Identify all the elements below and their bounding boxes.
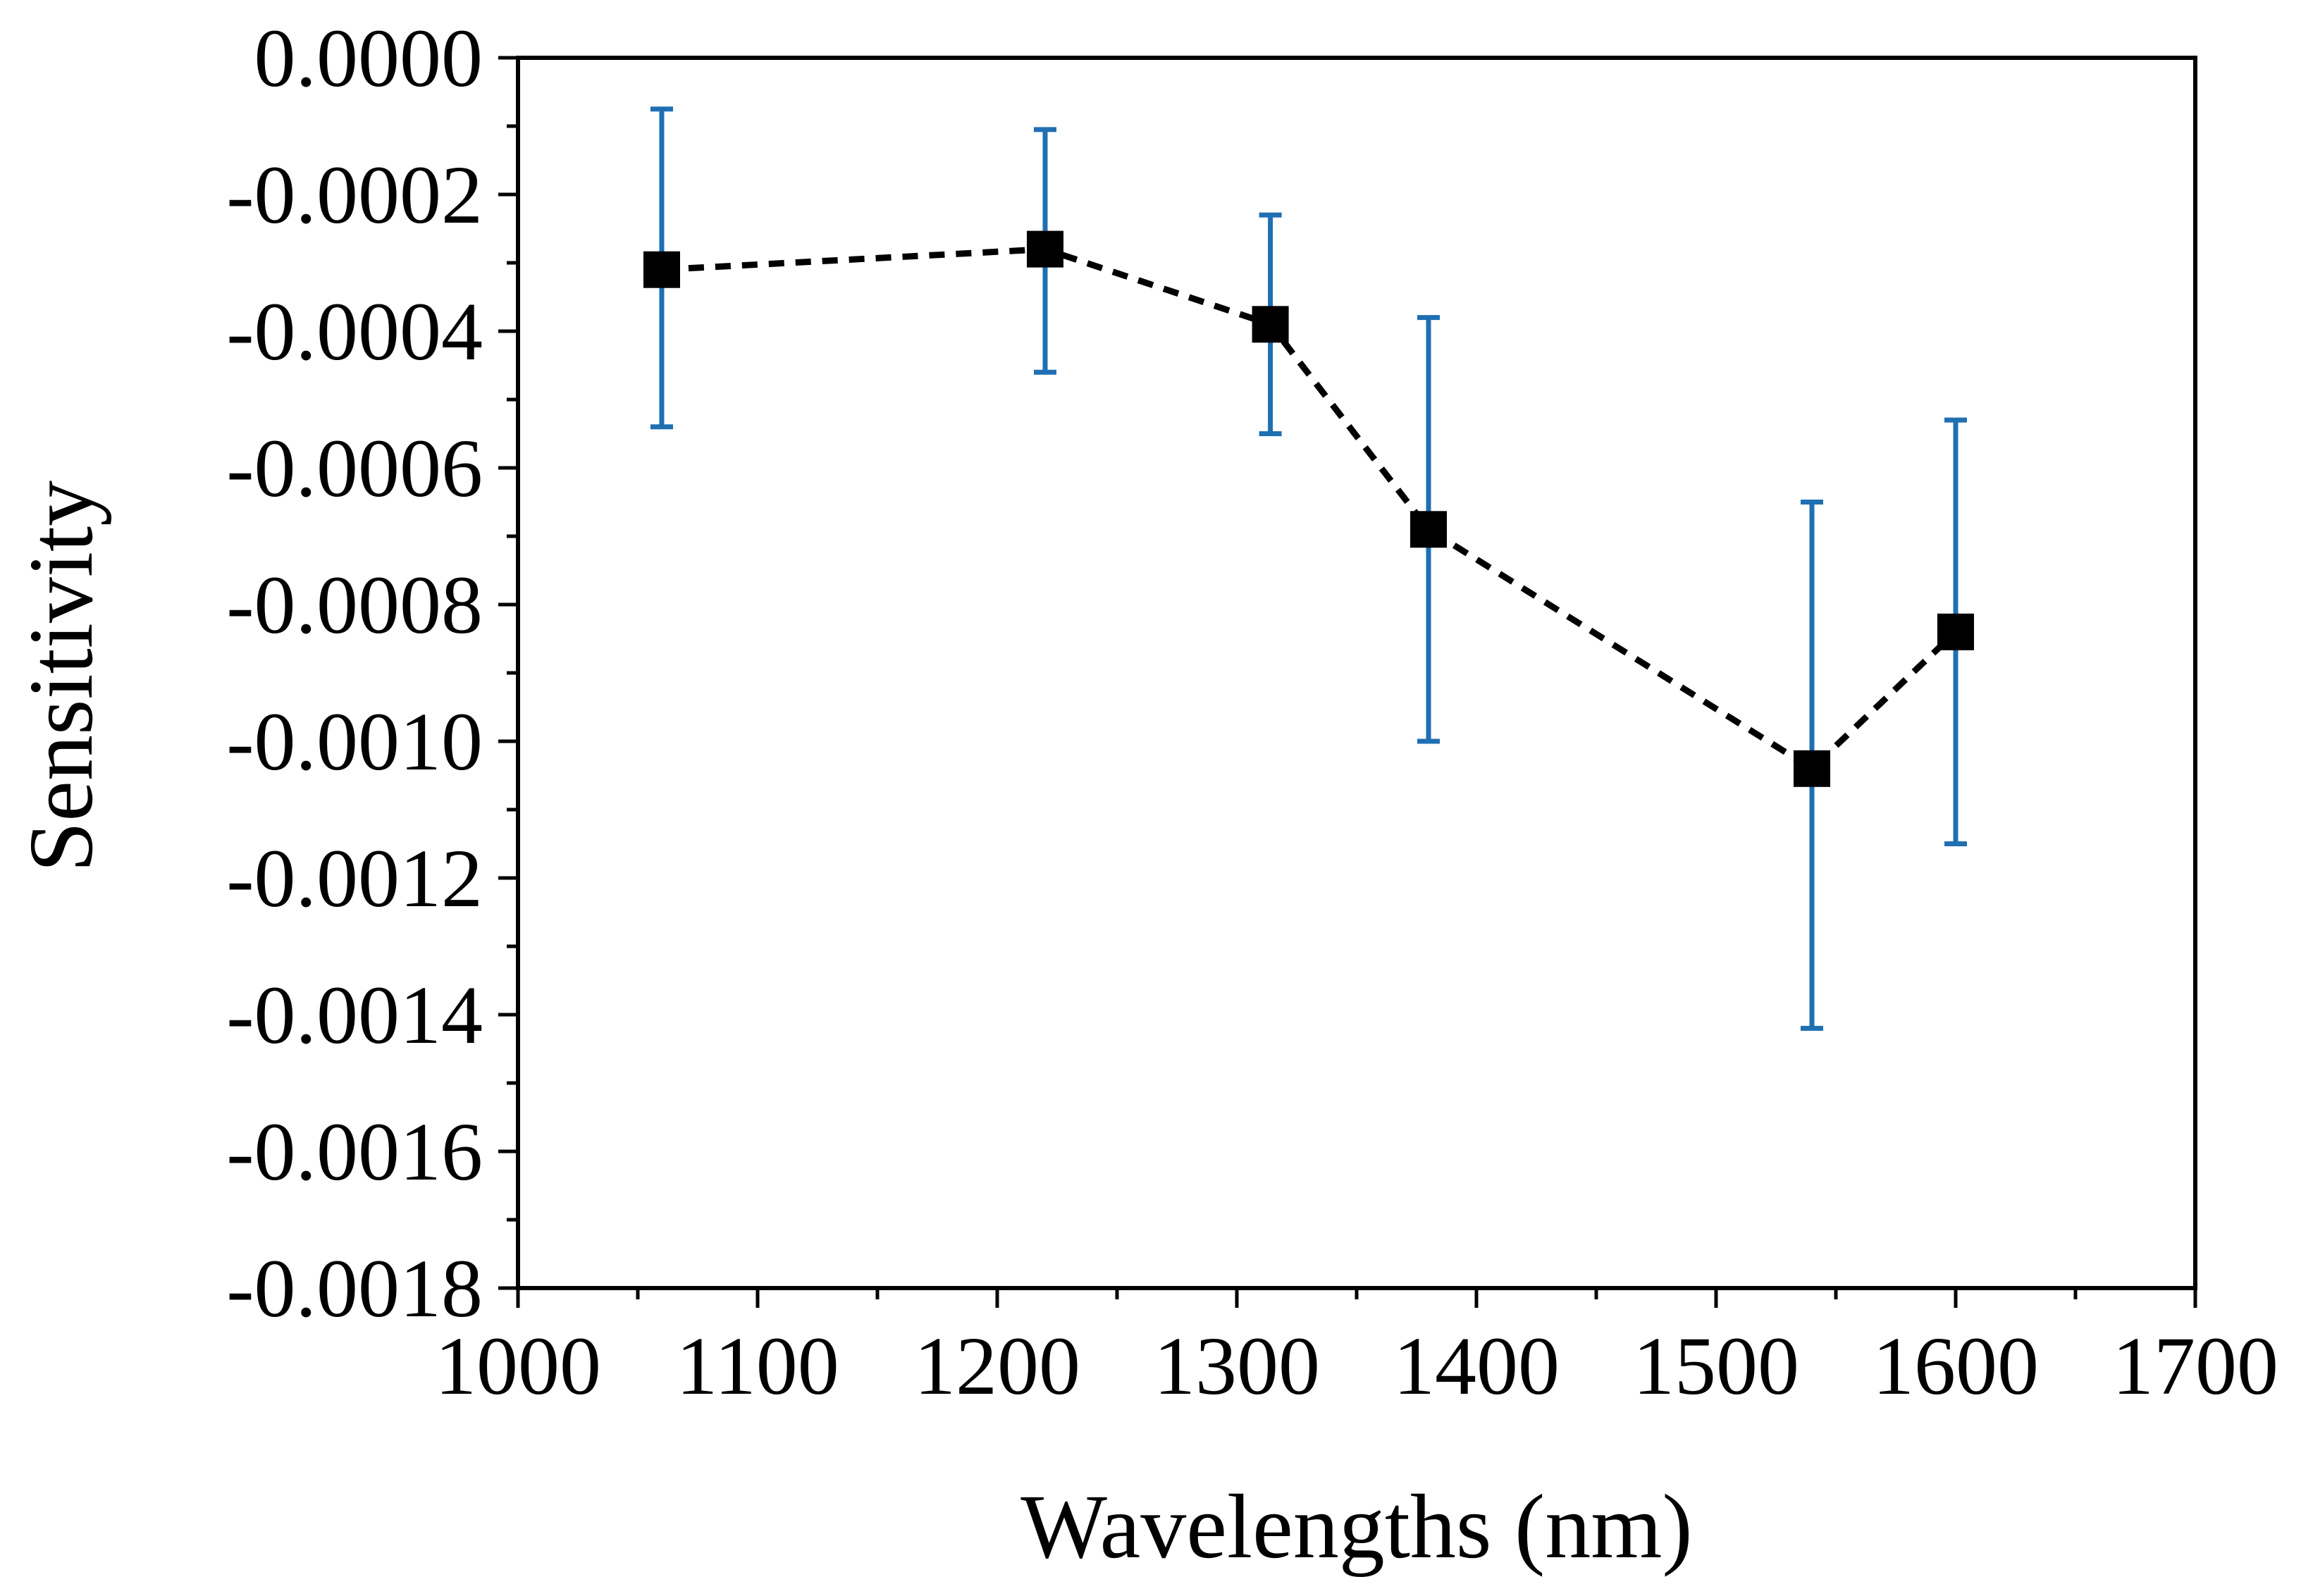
data-point [1937, 613, 1974, 650]
data-point [1252, 306, 1289, 343]
y-tick-label: -0.0004 [226, 285, 483, 378]
y-tick-label: -0.0002 [226, 149, 483, 241]
x-tick-label: 1100 [676, 1320, 839, 1412]
y-tick-label: -0.0010 [226, 695, 483, 788]
x-tick-label: 1600 [1873, 1320, 2039, 1412]
x-tick-label: 1700 [2112, 1320, 2278, 1412]
data-point [1794, 750, 1830, 787]
data-point [1410, 511, 1447, 548]
plot-frame [516, 56, 2197, 1290]
x-tick-label: 1500 [1633, 1320, 1799, 1412]
y-tick-label: -0.0016 [226, 1106, 483, 1198]
y-tick-label: -0.0006 [226, 422, 483, 514]
y-tick-label: -0.0012 [226, 832, 483, 924]
y-tick-label: -0.0014 [226, 969, 483, 1061]
x-tick-label: 1200 [914, 1320, 1080, 1412]
series-line [661, 246, 1958, 773]
x-tick-label: 1000 [435, 1320, 601, 1412]
x-tick-label: 1300 [1154, 1320, 1320, 1412]
data-point [643, 251, 680, 288]
y-tick-label: -0.0018 [226, 1242, 483, 1335]
x-axis-title: Wavelengths (nm) [1020, 1476, 1692, 1578]
y-tick-label: -0.0008 [226, 559, 483, 651]
y-tick-label: 0.0000 [254, 12, 483, 104]
data-point [1027, 230, 1063, 268]
y-axis-title: Sensitivity [11, 481, 112, 872]
x-tick-label: 1400 [1393, 1320, 1560, 1412]
